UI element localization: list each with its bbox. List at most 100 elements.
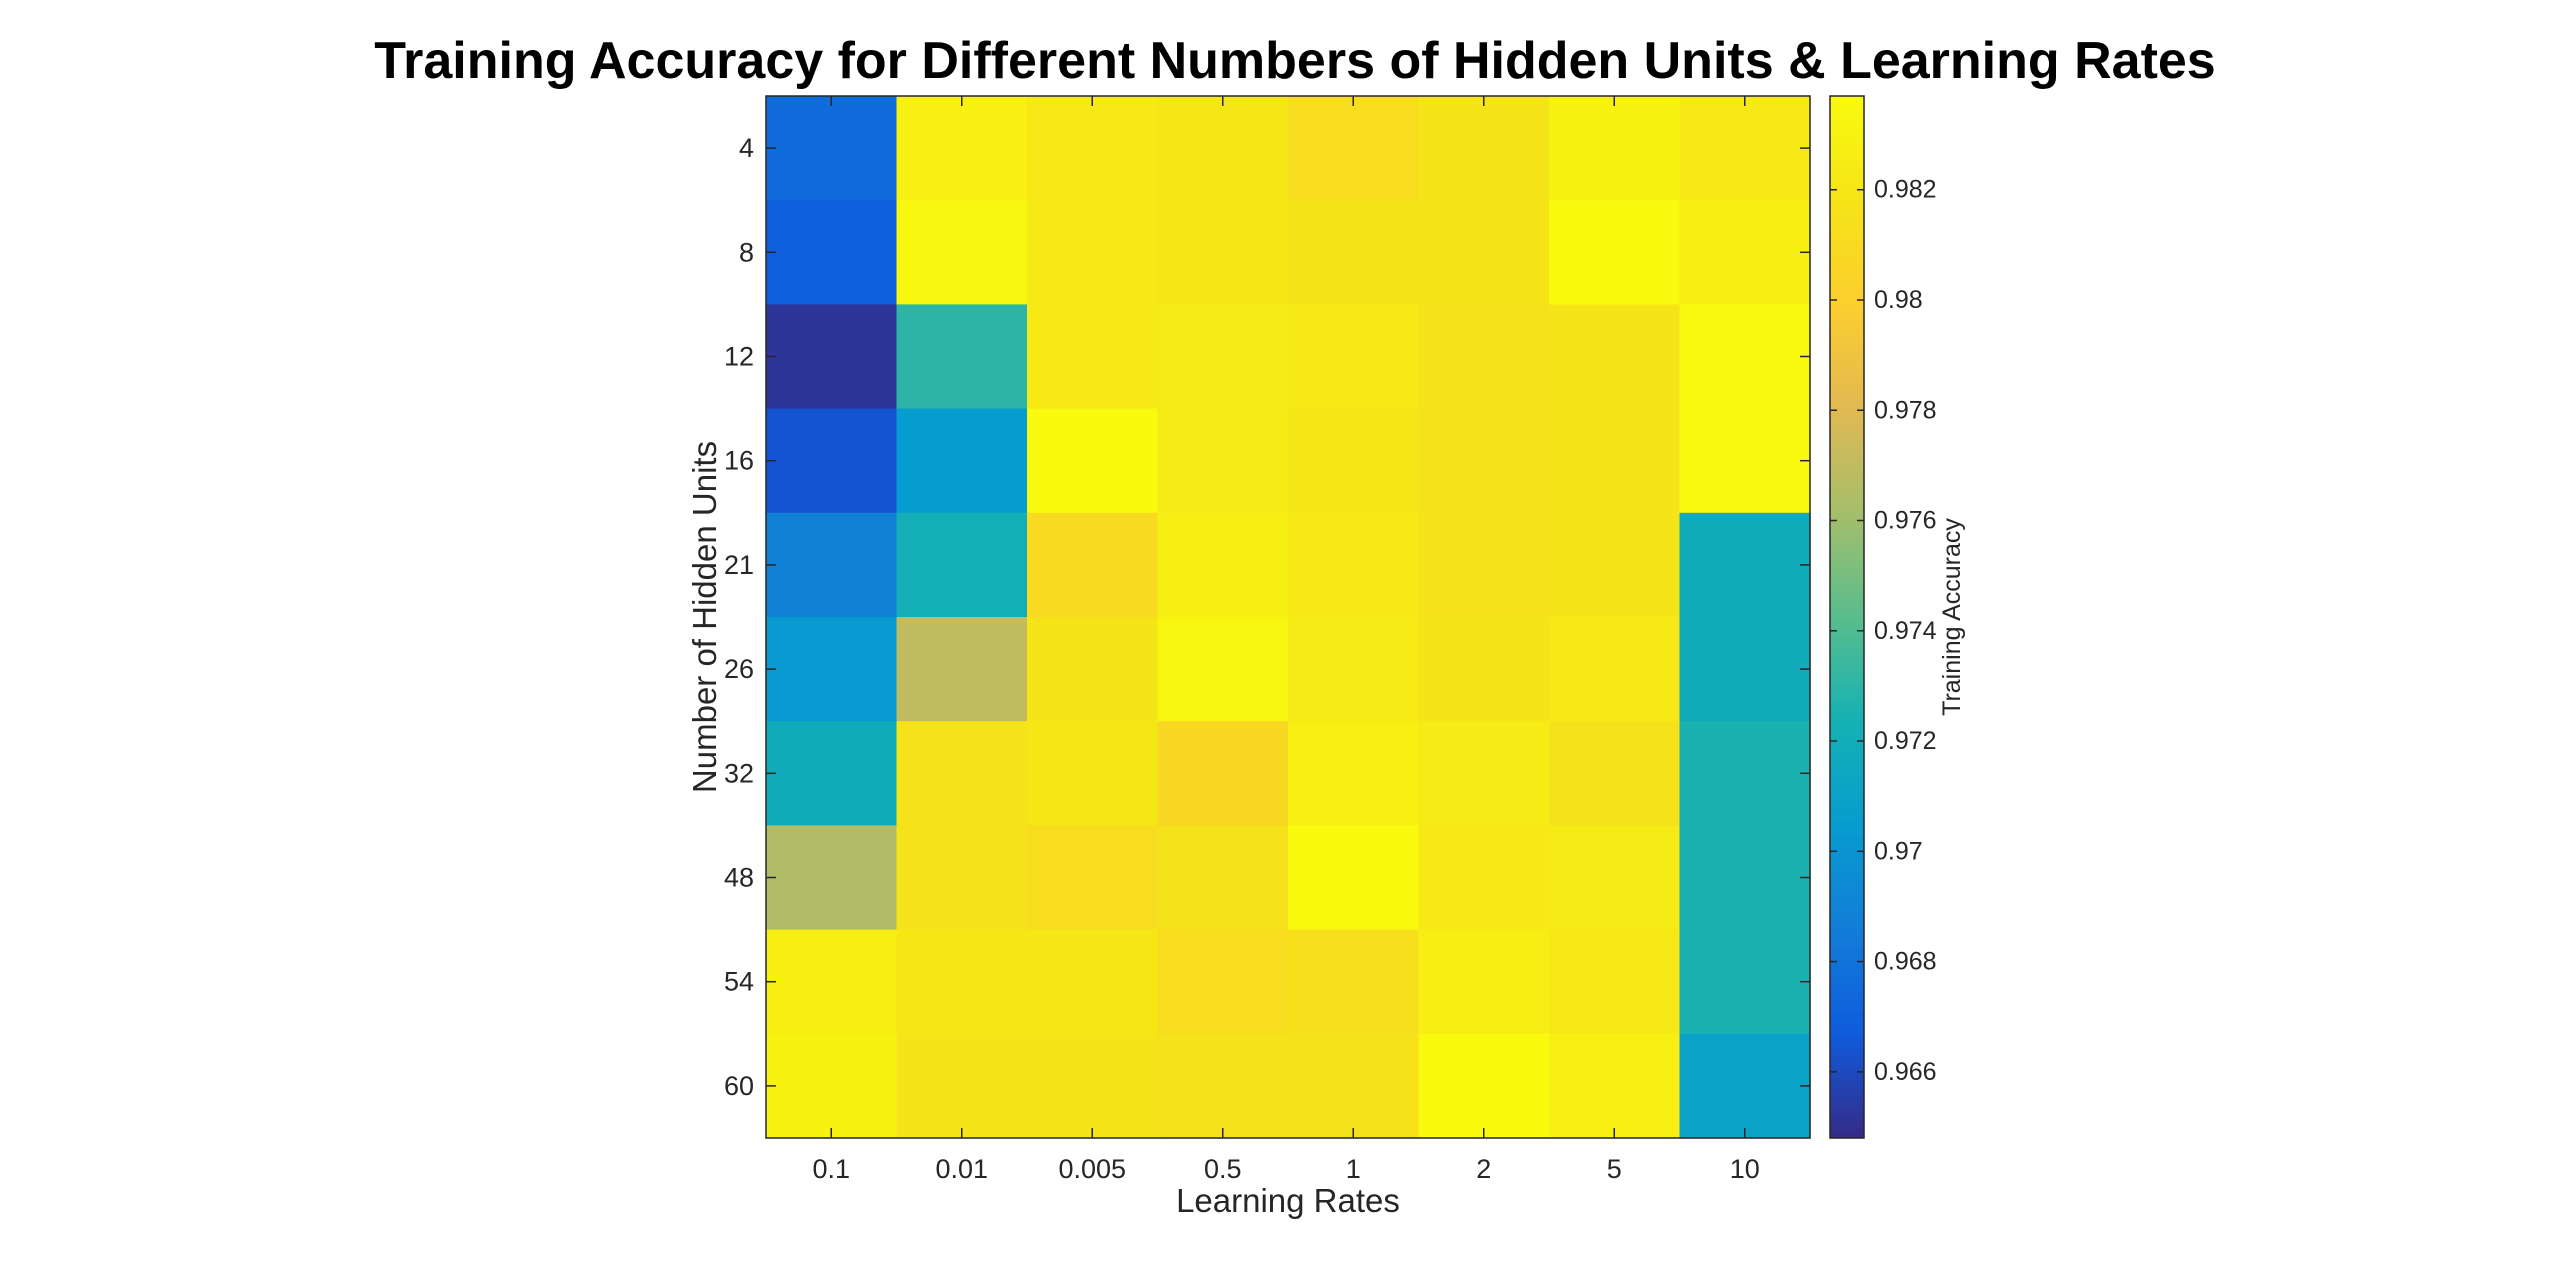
heatmap-cell [1549, 512, 1681, 618]
heatmap-cell [1027, 721, 1159, 826]
heatmap-cell [896, 304, 1028, 410]
heatmap-cell [896, 929, 1028, 1035]
heatmap-cell [766, 1033, 898, 1139]
heatmap-cell [896, 512, 1028, 618]
x-tick-label: 0.5 [1204, 1154, 1242, 1184]
heatmap-cell [1157, 617, 1289, 722]
colorbar-label: Training Accuracy [1938, 518, 1966, 716]
x-axis-ticks: 0.1 0.01 0.005 0.5 1 2 5 10 [812, 96, 1760, 1184]
y-tick-label: 8 [739, 237, 754, 267]
heatmap-cell [1288, 408, 1420, 514]
x-tick-label: 1 [1346, 1154, 1361, 1184]
heatmap-cell [896, 200, 1028, 305]
heatmap-cell [1027, 512, 1159, 618]
heatmap-cell [1418, 721, 1550, 826]
heatmap-cell [766, 200, 898, 305]
y-tick-label: 60 [724, 1071, 754, 1101]
y-tick-label: 54 [724, 967, 754, 997]
heatmap-cell [1418, 1033, 1550, 1139]
heatmap-cell [1418, 512, 1550, 618]
heatmap-cell [1418, 200, 1550, 305]
y-tick-label: 16 [724, 446, 754, 476]
colorbar-tick-label: 0.966 [1874, 1058, 1937, 1086]
y-tick-label: 21 [724, 550, 754, 580]
heatmap-cell [1288, 929, 1420, 1035]
heatmap-cell [1418, 617, 1550, 722]
heatmap-cell [1418, 96, 1550, 201]
x-tick-label: 0.1 [812, 1154, 850, 1184]
y-tick-label: 4 [739, 133, 754, 163]
colorbar-ticks: 0.966 0.968 0.97 0.972 0.974 0.976 0.978 0.98 0.… [1830, 176, 1937, 1086]
heatmap-cell [896, 1033, 1028, 1139]
heatmap-cell [1027, 929, 1159, 1035]
colorbar-tick-label: 0.968 [1874, 948, 1937, 976]
colorbar-tick-label: 0.972 [1874, 727, 1937, 755]
colorbar-tick-label: 0.97 [1874, 837, 1923, 865]
heatmap-cell [1679, 1033, 1811, 1139]
y-axis-label: Number of Hidden Units [686, 441, 723, 793]
heatmap-cell [1288, 617, 1420, 722]
x-tick-label: 0.01 [935, 1154, 988, 1184]
heatmap-cell [1418, 929, 1550, 1035]
heatmap-cell [1157, 721, 1289, 826]
heatmap-cell [1288, 512, 1420, 618]
x-tick-label: 5 [1607, 1154, 1622, 1184]
heatmap-cell [896, 825, 1028, 931]
heatmap-cell [1679, 617, 1811, 722]
heatmap-cell [1288, 825, 1420, 931]
heatmap-cell [896, 96, 1028, 201]
colorbar-tick-label: 0.982 [1874, 176, 1937, 204]
heatmap-cell [1549, 200, 1681, 305]
heatmap-cell [1679, 304, 1811, 410]
colorbar-tick-label: 0.98 [1874, 286, 1923, 314]
heatmap-cell [1027, 1033, 1159, 1139]
y-tick-label: 48 [724, 863, 754, 893]
heatmap-cell [1679, 721, 1811, 826]
heatmap-cell [766, 96, 898, 201]
colorbar-tick-label: 0.974 [1874, 617, 1937, 645]
heatmap-cell [1549, 721, 1681, 826]
plot-frame [765, 95, 1811, 1139]
heatmap-cell [1157, 96, 1289, 201]
heatmap-cell [766, 721, 898, 826]
x-tick-label: 2 [1476, 1154, 1491, 1184]
heatmap-cell [896, 408, 1028, 514]
heatmap-cell [1679, 512, 1811, 618]
heatmap-cell [1418, 825, 1550, 931]
heatmap-cell [1288, 721, 1420, 826]
heatmap-cell [766, 617, 898, 722]
heatmap-cell [896, 721, 1028, 826]
heatmap-cell [766, 304, 898, 410]
heatmap-cell [1027, 200, 1159, 305]
heatmap-cell [1027, 408, 1159, 514]
heatmap-cell [1288, 200, 1420, 305]
heatmap-cell [1679, 825, 1811, 931]
heatmap-cell [1288, 304, 1420, 410]
heatmap-cell [1679, 929, 1811, 1035]
heatmap-cell [1027, 96, 1159, 201]
heatmap-cell [896, 617, 1028, 722]
heatmap-cell [1157, 825, 1289, 931]
y-tick-label: 26 [724, 654, 754, 684]
colorbar-tick-label: 0.978 [1874, 396, 1937, 424]
heatmap-cell [1157, 408, 1289, 514]
heatmap-cell [1157, 200, 1289, 305]
heatmap-cell [1027, 617, 1159, 722]
heatmap-cell [1157, 1033, 1289, 1139]
heatmap-cell [1157, 304, 1289, 410]
heatmap-cell [1027, 304, 1159, 410]
x-axis-label: Learning Rates [1176, 1182, 1400, 1219]
heatmap-cell [1549, 825, 1681, 931]
colorbar [1829, 95, 1865, 1139]
heatmap-cell [1418, 304, 1550, 410]
colorbar-tick-label: 0.976 [1874, 507, 1937, 535]
heatmap-cell [766, 825, 898, 931]
heatmap-cell [1288, 1033, 1420, 1139]
heatmap-cell [1549, 929, 1681, 1035]
heatmap-cell [1679, 96, 1811, 201]
heatmap-cell [1288, 96, 1420, 201]
heatmap-cell [1157, 929, 1289, 1035]
heatmap-cell [1549, 617, 1681, 722]
